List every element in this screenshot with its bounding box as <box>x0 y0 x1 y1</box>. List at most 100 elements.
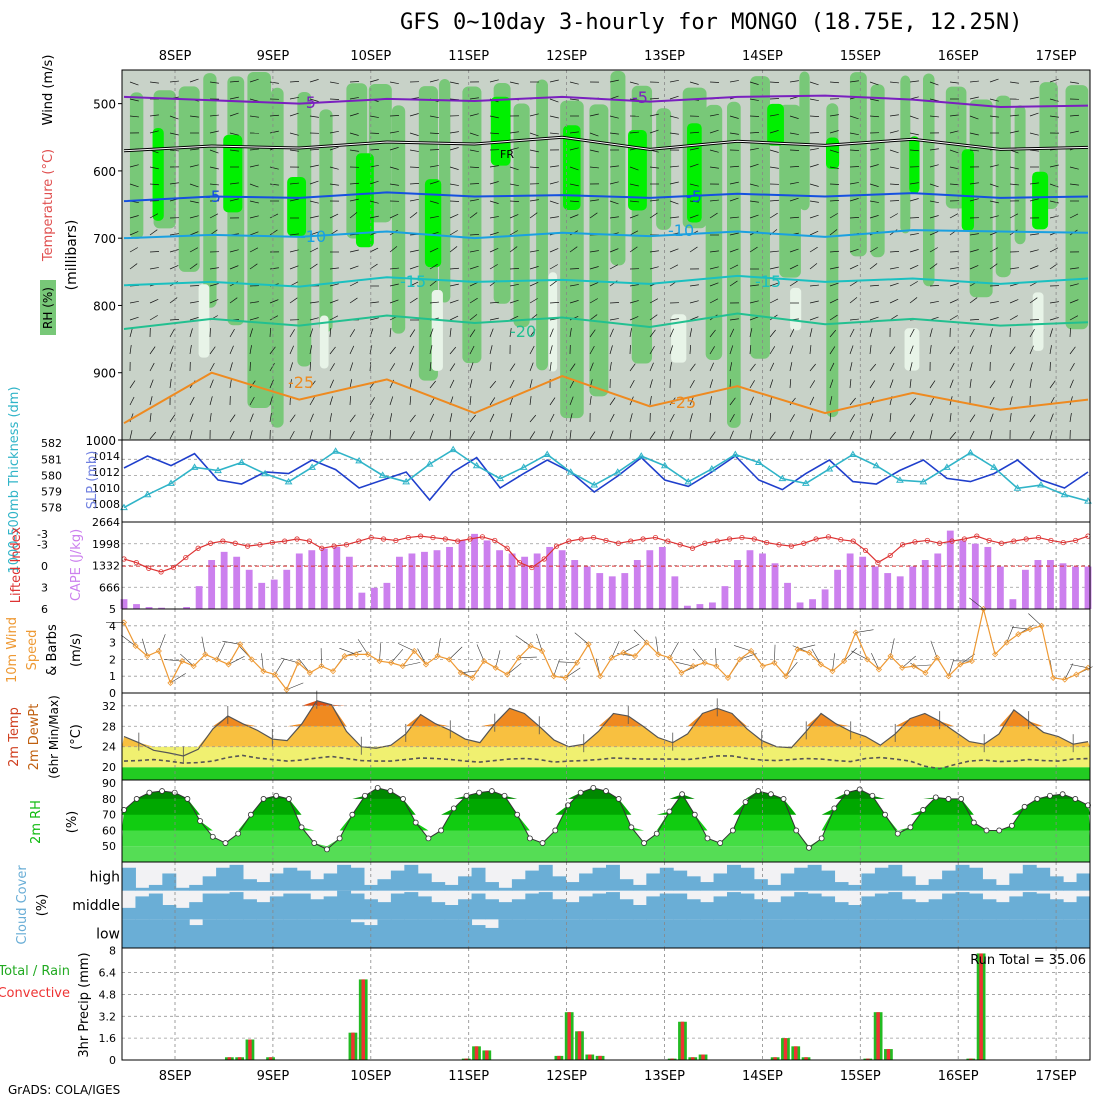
date-label-bottom: 15SEP <box>840 1069 881 1084</box>
rh-point <box>209 833 216 840</box>
wind-barb <box>969 345 974 355</box>
wind-speed-point <box>527 642 534 650</box>
wind-barb <box>729 80 739 83</box>
cloud-cell <box>969 893 983 920</box>
wind-barb-10m <box>379 643 382 662</box>
wind-speed-point <box>655 651 662 658</box>
wind-barb <box>989 413 994 423</box>
wind-barb <box>649 346 655 355</box>
wind-barb <box>409 297 418 304</box>
precip-axis-title: Total / Rain <box>0 964 70 979</box>
wind-barb <box>349 249 359 253</box>
li-point <box>726 536 733 542</box>
cape-bar <box>270 579 278 609</box>
wind-barb-10m <box>536 633 543 652</box>
wind-tick: 4 <box>109 620 116 633</box>
thickness-point <box>402 477 411 485</box>
cape-bar <box>295 553 303 609</box>
wind-barb <box>629 413 633 423</box>
rh-point <box>907 824 914 831</box>
cape-bar <box>258 582 266 609</box>
wind-barb-10m <box>121 634 136 647</box>
wind-barb <box>949 315 958 321</box>
wind-barb-10m <box>417 648 427 665</box>
wind-barb <box>769 166 779 169</box>
cloud-cell <box>485 882 499 891</box>
cape-bar <box>521 556 529 609</box>
cape-bar <box>633 560 641 609</box>
wind-barb <box>429 165 439 168</box>
cape-bar <box>759 553 766 609</box>
wind-barb <box>689 344 691 355</box>
rh-dry <box>548 272 558 372</box>
wind-barb <box>149 213 159 219</box>
wind-barb <box>689 81 699 85</box>
wind-axis-title: (m/s) <box>69 633 84 667</box>
cape-bar <box>959 540 967 609</box>
wind-barb <box>509 214 519 219</box>
wind-tick: 0 <box>109 687 116 700</box>
wind-barb <box>1029 96 1039 100</box>
wind-axis-title: 10m Wind <box>5 617 20 683</box>
wind-barb <box>849 80 859 83</box>
wind-barb <box>369 215 379 219</box>
precip-conv-bar <box>783 1038 788 1060</box>
wind-barb <box>949 431 957 440</box>
wind-speed-point <box>155 647 162 655</box>
wind-barb <box>1069 299 1079 304</box>
wind-barb <box>1069 130 1079 134</box>
wind-barb <box>489 362 492 372</box>
rh-band <box>247 72 271 409</box>
wind-barb-10m <box>460 670 479 674</box>
wind-barb <box>449 166 459 170</box>
wind-barb <box>389 346 396 355</box>
wind-speed-point <box>1015 631 1022 638</box>
wind-barb <box>329 299 339 304</box>
wind-barb <box>149 183 159 186</box>
cloud-cell <box>364 899 378 920</box>
wind-barb <box>989 78 999 83</box>
wind-barb <box>209 283 219 287</box>
wind-barb <box>849 182 859 185</box>
wind-barb <box>209 183 219 186</box>
cloud-cell <box>417 873 432 891</box>
wind-barb <box>569 183 579 187</box>
wind-barb <box>669 79 679 83</box>
wind-barb <box>529 282 539 287</box>
wind-barb <box>649 97 659 100</box>
thickness-point <box>637 452 646 459</box>
wind-barb <box>889 166 899 170</box>
wind-barb <box>469 314 478 321</box>
wind-barb <box>769 149 779 153</box>
wind-speed-point <box>713 663 720 670</box>
wind-barb <box>729 197 739 202</box>
slp-frame <box>121 439 1091 523</box>
cloud-cell <box>444 919 459 948</box>
wind-barb <box>229 80 239 83</box>
cloud-cell <box>767 919 782 948</box>
rh-point <box>729 827 736 834</box>
wind-barb <box>609 328 614 338</box>
rh-point <box>818 835 825 842</box>
wind-barb <box>209 166 219 170</box>
wind-barb <box>749 328 753 338</box>
wind-barb <box>529 266 539 270</box>
wind-barb <box>689 183 699 187</box>
rh-point <box>958 796 965 802</box>
wind-barb <box>749 214 759 219</box>
wind-barb-10m <box>216 643 226 660</box>
cloud-cell <box>390 919 405 948</box>
cloud-cell <box>552 876 567 891</box>
wind-barb-10m <box>286 682 304 690</box>
wind-barb <box>289 96 299 100</box>
wind-barb <box>969 414 976 423</box>
wind-barb <box>809 284 819 287</box>
li-tick: 0 <box>41 560 48 573</box>
wind-barb <box>309 79 319 83</box>
cloud-cell <box>525 919 540 948</box>
wind-barb <box>869 148 879 151</box>
wind-barb <box>569 81 579 85</box>
wind-barb <box>129 345 132 355</box>
wind-barb <box>269 413 272 423</box>
temp-line <box>123 699 1089 757</box>
